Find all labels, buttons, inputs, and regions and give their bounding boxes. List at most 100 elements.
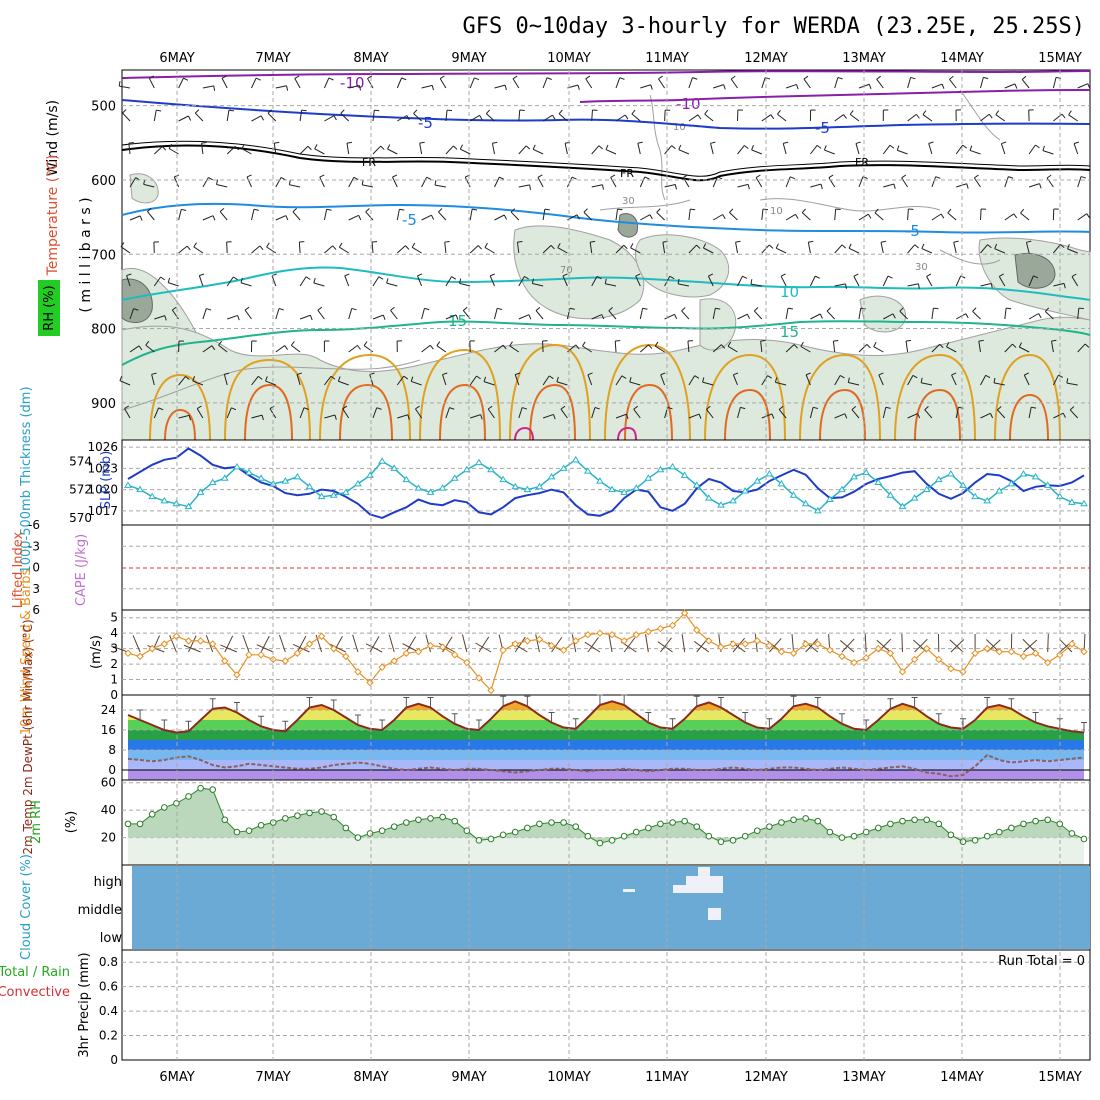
wind-barb — [151, 374, 155, 386]
wind-barb — [296, 374, 301, 386]
wind-barb-flag — [313, 278, 316, 284]
wind-barb — [469, 245, 479, 254]
wind-barb — [445, 145, 454, 155]
wind-barb-flag — [604, 278, 607, 284]
surface-wind-barb — [478, 636, 490, 653]
contour-10 — [121, 266, 1091, 301]
wind-barb — [514, 374, 520, 386]
slp-tick-label: 1023 — [87, 461, 118, 475]
rh-panel: 60 40 20 2m RH (%) — [29, 776, 1091, 866]
wind-barb — [489, 275, 495, 287]
surface-wind-barb — [839, 640, 855, 653]
wind-barb — [202, 308, 207, 320]
wind-barb — [487, 408, 495, 419]
wind-barb-flag — [901, 174, 907, 179]
surface-wind-barb — [365, 643, 383, 653]
temperature-tick-label: 24 — [101, 703, 116, 717]
wind-barb-flag — [995, 110, 1000, 115]
wind-barb — [153, 407, 160, 419]
rh-marker — [330, 813, 338, 821]
wind-barb — [178, 209, 182, 221]
rh-marker — [959, 838, 967, 845]
wind-barb — [589, 242, 593, 254]
wind-barb — [202, 215, 214, 221]
rh-marker — [790, 816, 797, 824]
wind-barb-flag — [696, 244, 701, 249]
wind-barb — [535, 310, 544, 320]
wind-barb — [417, 275, 423, 287]
wind-barb — [518, 314, 530, 320]
wind-barb — [1028, 144, 1036, 155]
wind-barb-flag — [221, 75, 227, 79]
wind-barb-flag — [1012, 343, 1017, 348]
wind-barb — [931, 176, 937, 188]
thickness-marker — [414, 484, 423, 491]
wind-speed-marker — [438, 643, 447, 651]
wind-barb-flag — [504, 85, 507, 91]
wind-barb — [853, 276, 860, 287]
wind-barb-flag — [667, 406, 673, 410]
wind-barb-flag — [241, 144, 245, 149]
rh-marker — [826, 828, 834, 836]
thickness-marker — [547, 472, 556, 480]
wind-barb-flag — [525, 145, 531, 150]
wind-barb-flag — [158, 407, 164, 411]
wind-barb-flag — [594, 407, 600, 410]
pressure-tick-label: 800 — [91, 323, 116, 338]
temperature-band-group — [128, 701, 1084, 780]
wind-barb — [785, 344, 795, 353]
wind-barb — [591, 407, 596, 419]
wind-barb — [1052, 77, 1057, 89]
wind-barb — [265, 380, 276, 386]
rh-marker — [511, 828, 519, 836]
thickness-marker — [438, 484, 447, 491]
wind-barb — [226, 276, 234, 287]
slp-tick-label: 1017 — [87, 504, 118, 518]
wind-barb-flag — [921, 243, 925, 249]
wind-barb-flag — [459, 144, 463, 150]
wind-barb-flag — [424, 307, 430, 311]
wind-barb-flag — [474, 77, 480, 81]
rh-contour-label: 10 — [673, 122, 686, 133]
wind-barb — [931, 343, 941, 353]
wind-barb — [712, 214, 723, 221]
wind-barb — [707, 275, 714, 287]
rh-shading — [121, 173, 1091, 441]
wind-barb — [445, 314, 457, 320]
wind-barb — [800, 346, 811, 353]
wind-barb-flag — [164, 315, 167, 321]
wind-speed-marker — [886, 649, 895, 657]
wind-barb-flag — [815, 275, 820, 279]
wind-barb-flag — [697, 114, 702, 120]
wind-barb-flag — [678, 144, 682, 150]
wind-barb — [1077, 213, 1087, 221]
wind-speed-marker — [1068, 640, 1076, 648]
surface-wind-barb — [791, 634, 795, 653]
wind-barb — [995, 114, 1006, 122]
wind-speed-marker — [620, 637, 628, 645]
thickness-marker — [898, 502, 907, 510]
wind-barb — [997, 409, 1006, 419]
surface-wind-barb — [985, 639, 1000, 653]
rh-marker — [802, 815, 809, 822]
wind-barb — [803, 78, 811, 89]
wind-barb-flag — [582, 341, 586, 347]
wind-barb — [629, 381, 641, 386]
wind-barb — [973, 177, 981, 188]
wind-barb-flag — [267, 109, 272, 114]
surface-wind-barb — [514, 636, 526, 653]
wind-speed-marker — [559, 646, 568, 654]
wind-barb-flag — [338, 242, 343, 248]
cloud-gaps — [623, 867, 723, 920]
rh-contour-label: 30 — [915, 262, 928, 273]
temperature-band — [128, 740, 1084, 750]
wind-barb-flag — [353, 176, 359, 181]
wind-barb-flag — [328, 77, 334, 81]
wind-barb — [610, 177, 617, 188]
wind-barb-flag — [451, 276, 457, 280]
cloud-level-label: low — [100, 931, 123, 946]
surface-wind-barb — [623, 637, 636, 653]
wind-barb-flag — [499, 176, 505, 180]
rh-marker — [778, 819, 785, 826]
wind-speed-marker — [608, 631, 616, 639]
